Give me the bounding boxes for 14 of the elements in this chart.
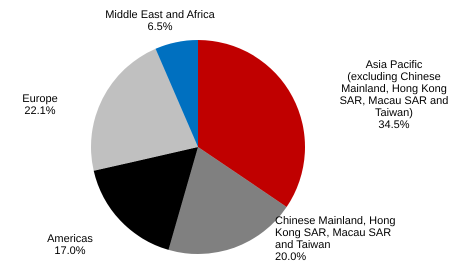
- data-label: 20.0%: [275, 251, 306, 263]
- slice-label: Asia Pacific (excluding Chinese Mainland, Hong Kong SAR, Macau SAR and Taiwan): [340, 59, 448, 119]
- data-label: 22.1%: [24, 105, 56, 117]
- slice-label: Americas: [47, 233, 94, 245]
- data-label: 6.5%: [147, 21, 173, 33]
- slice-label: Europe: [22, 93, 58, 105]
- pie-slice: [94, 147, 198, 250]
- data-label: 17.0%: [54, 245, 86, 257]
- slice-label: Chinese Mainland, Hong Kong SAR, Macau SAR and Taiwan: [275, 215, 396, 251]
- pie-slice: [198, 40, 305, 207]
- pie-slice: [91, 48, 198, 171]
- data-label: 34.5%: [378, 119, 410, 131]
- slice-label: Middle East and Africa: [105, 9, 216, 21]
- pie-slice: [156, 40, 198, 147]
